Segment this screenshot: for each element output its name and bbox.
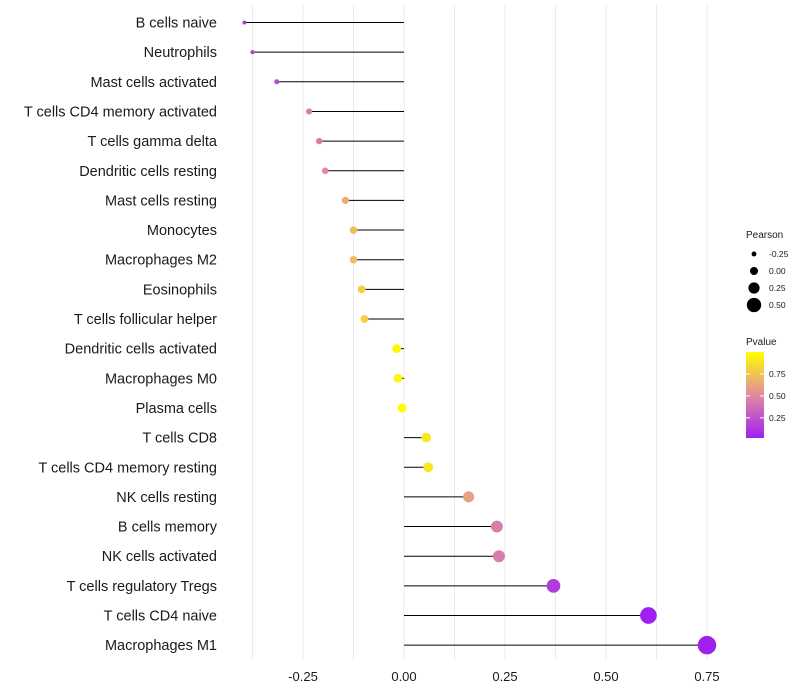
size-legend-title: Pearson (746, 230, 783, 241)
x-tick-label: 0.50 (593, 669, 618, 684)
category-label: NK cells activated (102, 549, 217, 565)
category-label: T cells regulatory Tregs (67, 579, 217, 595)
lollipop-dot (357, 285, 366, 294)
category-label: B cells naive (136, 16, 217, 32)
size-legend: Pearson -0.25 0.00 0.25 0.50 (746, 230, 789, 313)
lollipop-dot (315, 137, 323, 145)
lollipop-dot (490, 520, 503, 533)
category-label: T cells follicular helper (74, 312, 217, 328)
color-legend-label: 0.75 (769, 369, 786, 379)
size-legend-key (748, 282, 760, 294)
lollipop-dot (397, 403, 407, 413)
color-legend-bar (746, 352, 764, 438)
x-tick-label: 0.25 (492, 669, 517, 684)
size-legend-key (746, 297, 762, 313)
category-label: T cells CD4 naive (104, 609, 217, 625)
category-label: T cells CD4 memory activated (24, 104, 217, 120)
category-label: Macrophages M2 (105, 253, 217, 269)
lollipop-dot (421, 432, 432, 443)
lollipop-dot (274, 79, 280, 85)
size-legend-label: -0.25 (769, 249, 789, 259)
lollipop-dot (697, 635, 717, 655)
color-legend-label: 0.50 (769, 391, 786, 401)
lollipop-dot (242, 20, 247, 25)
lollipop-dots (242, 20, 717, 655)
lollipop-dot (349, 226, 358, 234)
category-label: Monocytes (147, 223, 217, 239)
category-label: T cells CD4 memory resting (38, 460, 217, 476)
category-label: Macrophages M1 (105, 638, 217, 654)
size-legend-label: 0.50 (769, 300, 786, 310)
x-tick-label: 0.00 (391, 669, 416, 684)
lollipop-dot (349, 255, 358, 264)
category-label: Neutrophils (144, 45, 217, 61)
x-tick-label: -0.25 (288, 669, 318, 684)
grid-lines (252, 5, 708, 660)
lollipop-dot (640, 607, 657, 624)
lollipop-dot (393, 373, 403, 383)
category-label: T cells CD8 (142, 431, 217, 447)
category-label: Dendritic cells activated (65, 342, 217, 358)
color-legend: Pvalue 0.25 0.50 0.75 (746, 337, 786, 438)
size-legend-key (751, 251, 757, 257)
category-label: NK cells resting (116, 490, 217, 506)
category-label: Mast cells activated (90, 75, 217, 91)
size-legend-key (749, 266, 759, 276)
category-label: T cells gamma delta (88, 134, 218, 150)
category-label: Plasma cells (136, 401, 217, 417)
lollipop-dot (463, 491, 475, 503)
color-legend-title: Pvalue (746, 337, 777, 348)
lollipop-dot (546, 578, 561, 593)
category-label: Eosinophils (143, 282, 217, 298)
lollipop-dot (306, 108, 313, 115)
x-tick-label: 0.75 (694, 669, 719, 684)
category-label: Mast cells resting (105, 193, 217, 209)
lollipop-dot (341, 196, 350, 205)
category-labels: B cells naive Neutrophils Mast cells activ… (24, 16, 218, 655)
lollipop-dot (423, 462, 434, 473)
category-label: Macrophages M0 (105, 371, 217, 387)
lollipop-dot (250, 49, 255, 55)
size-legend-label: 0.00 (769, 266, 786, 276)
lollipop-dot (492, 550, 505, 563)
category-label: B cells memory (118, 520, 218, 536)
size-legend-label: 0.25 (769, 283, 786, 293)
lollipop-dot (321, 167, 329, 175)
x-axis-ticks: -0.25 0.00 0.25 0.50 0.75 (288, 669, 719, 684)
lollipop-dot (360, 315, 369, 323)
lollipop-dot (392, 344, 402, 354)
category-label: Dendritic cells resting (79, 164, 217, 180)
lollipop-stems (244, 22, 707, 646)
color-legend-label: 0.25 (769, 413, 786, 423)
